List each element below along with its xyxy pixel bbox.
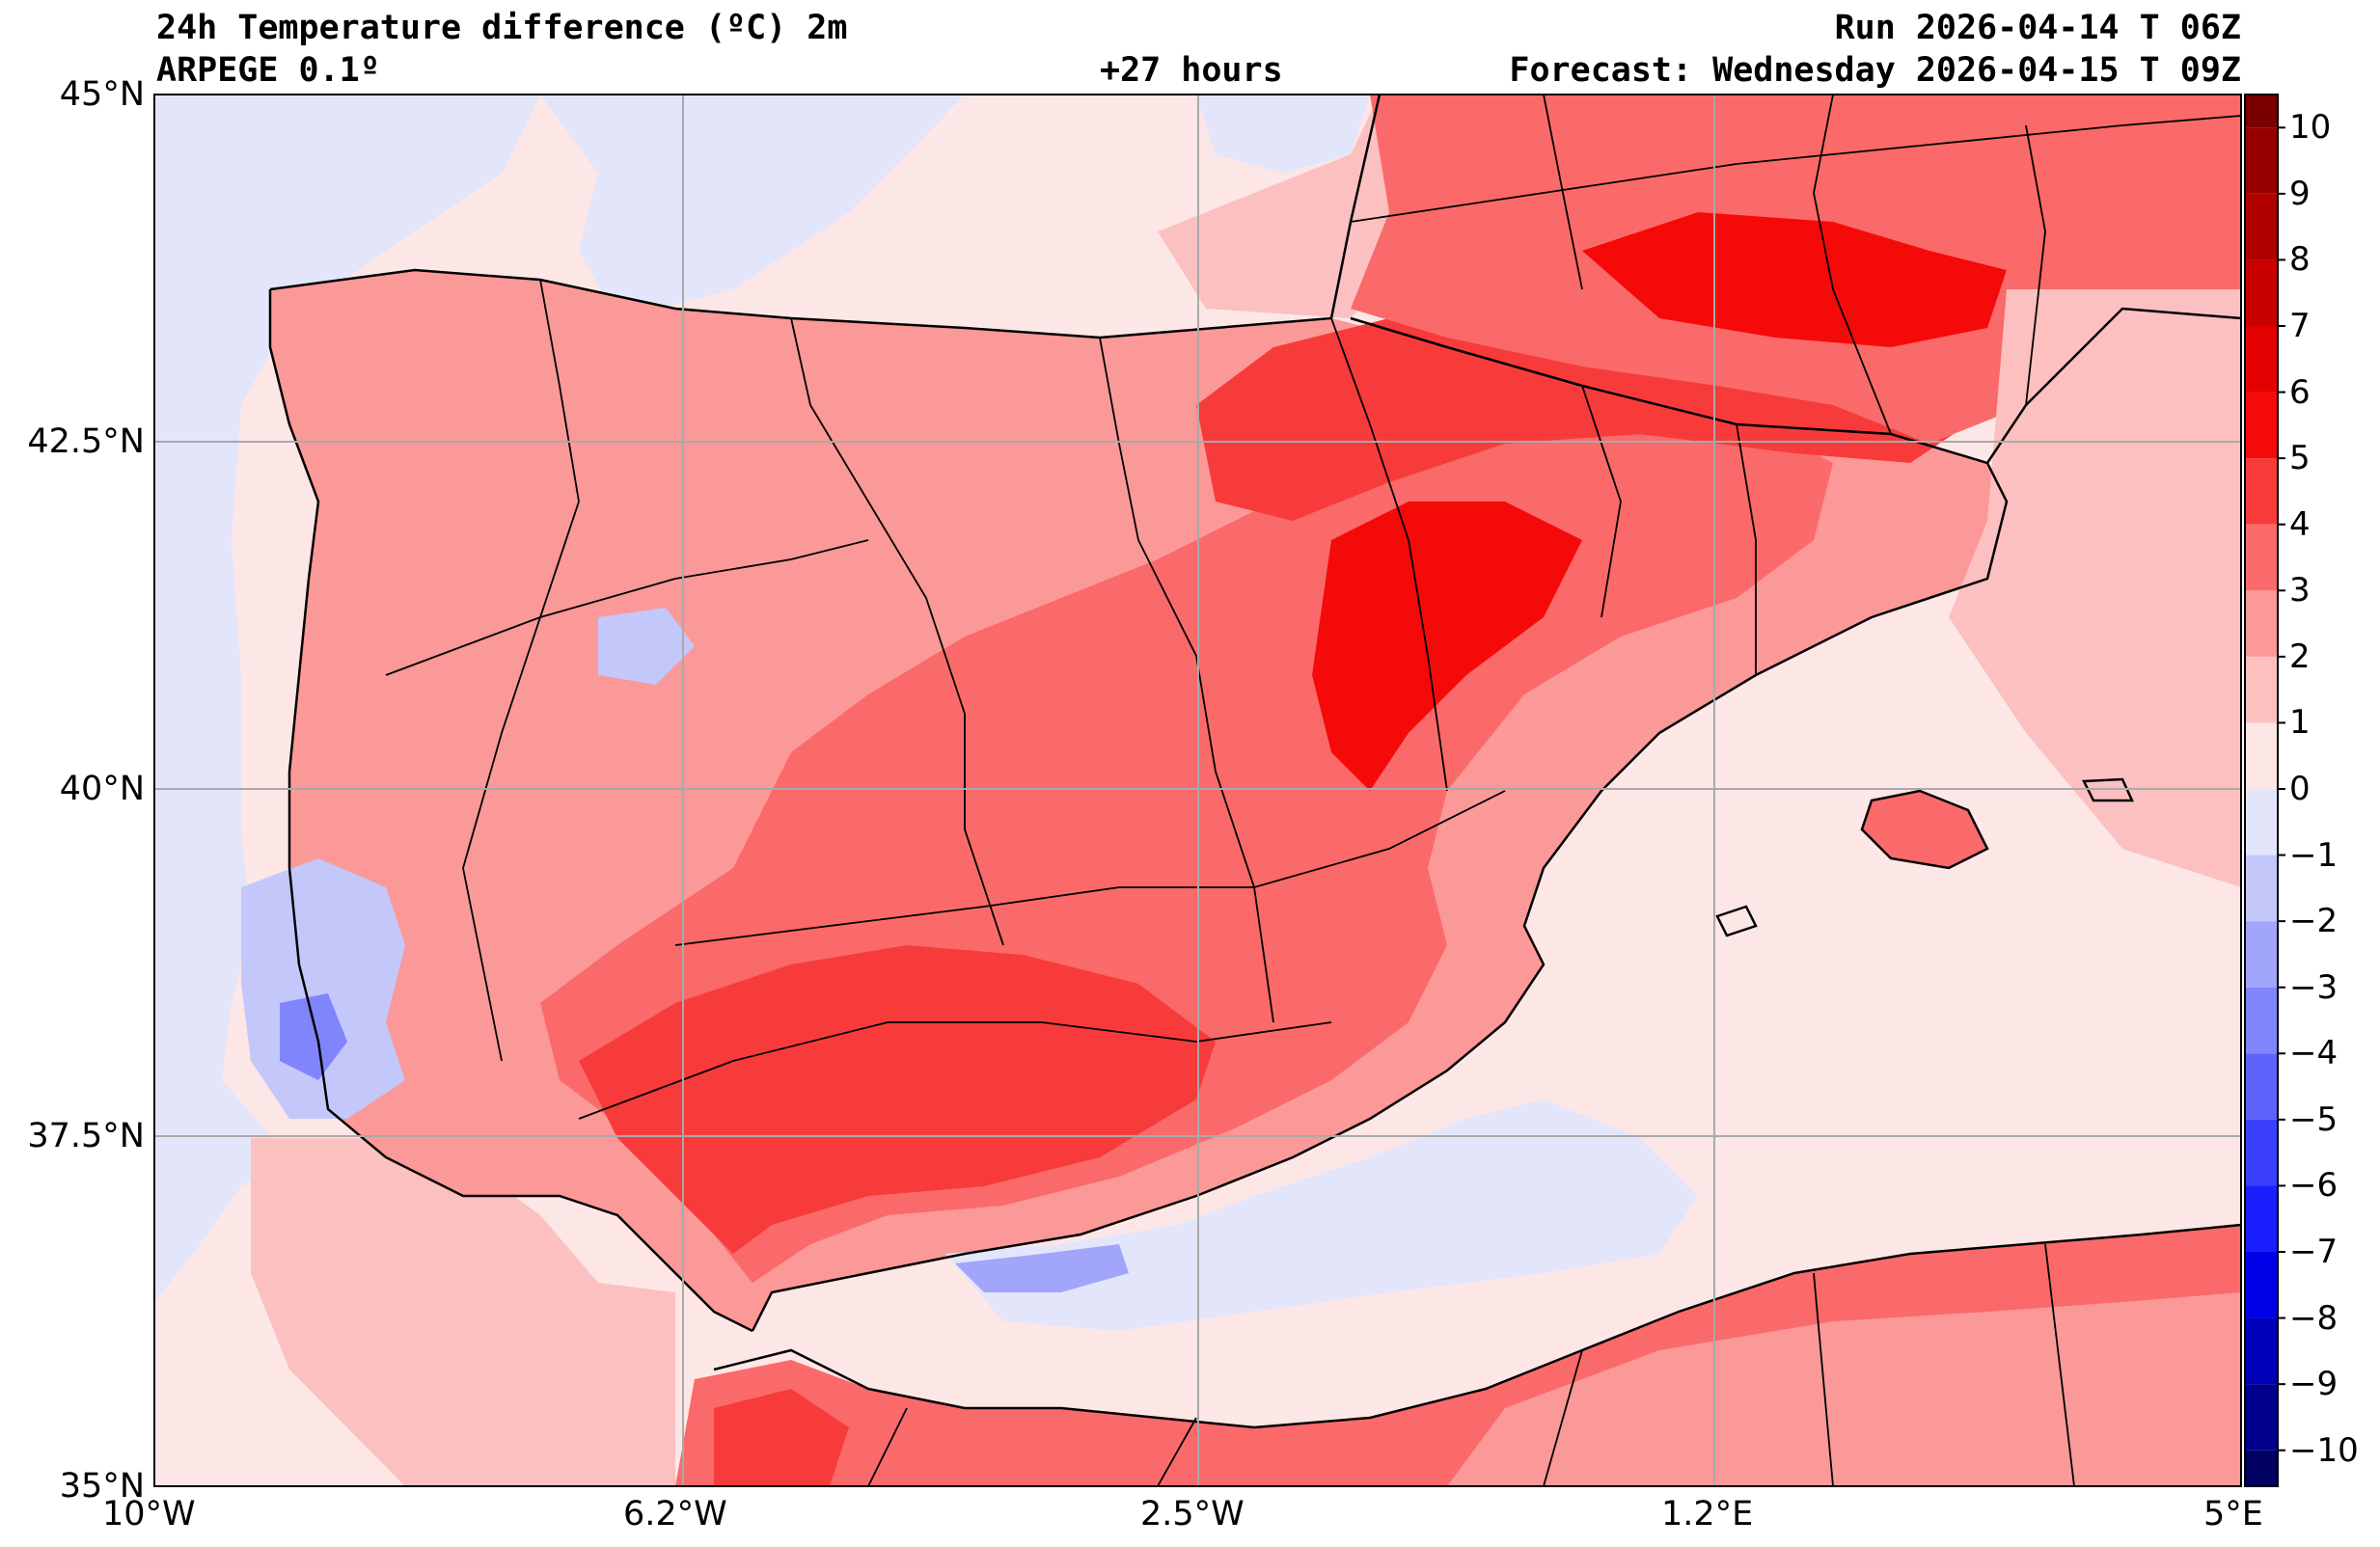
colorbar-swatch-cool-2	[2245, 921, 2278, 988]
lon-tick-10w: 10°W	[102, 1495, 196, 1533]
colorbar-tick-label: −7	[2289, 1233, 2339, 1271]
lon-tick-6-2w: 6.2°W	[623, 1495, 727, 1533]
lon-tick-1-2e: 1.2°E	[1661, 1495, 1754, 1533]
lead-time-label: +27 hours	[1100, 51, 1283, 90]
colorbar-swatch-warm-8	[2245, 193, 2278, 260]
field-africa-hot	[714, 1389, 849, 1486]
colorbar-tick-label: −10	[2289, 1430, 2359, 1470]
colorbar-tick-label: 2	[2289, 637, 2311, 676]
colorbar-tick-label: −1	[2289, 835, 2339, 875]
field-africa-mid	[1447, 1292, 2241, 1486]
field-cool-duero	[598, 608, 695, 685]
colorbar-tick-label: 0	[2289, 770, 2311, 808]
colorbar-tick-label: 8	[2289, 240, 2311, 280]
model-label: ARPEGE 0.1º	[156, 51, 380, 90]
colorbar-swatch-warm-1	[2245, 656, 2278, 723]
colorbar-tick-label: 6	[2289, 372, 2311, 412]
graticule	[154, 95, 2241, 1486]
colorbar-frame	[2244, 94, 2279, 1487]
colorbar-tick-label: −5	[2289, 1099, 2339, 1139]
colorbar-tick-label: 9	[2289, 174, 2311, 213]
colorbar	[2245, 95, 2285, 1486]
lat-tick-35: 35°N	[59, 1467, 145, 1506]
lon-tick-5e: 5°E	[2203, 1495, 2263, 1533]
field-hot-core-east	[1312, 502, 1582, 791]
field-hot-core-north	[1196, 318, 1968, 521]
colorbar-tick-label: −8	[2289, 1298, 2339, 1338]
colorbar-swatch-cool-5	[2245, 1119, 2278, 1186]
colorbar-tick-label: 10	[2289, 108, 2332, 148]
colorbar-swatch-warm-6	[2245, 326, 2278, 393]
coastlines	[268, 95, 2241, 1429]
colorbar-tick-label: 5	[2289, 439, 2311, 478]
colorbar-swatch-cool-9	[2245, 1384, 2278, 1451]
field-cool-biscay	[540, 95, 965, 318]
colorbar-swatch-warm-10	[2245, 95, 2278, 128]
colorbar-tick-label: 1	[2289, 703, 2311, 743]
colorbar-tick-label: −4	[2289, 1034, 2339, 1073]
lat-tick-37-5: 37.5°N	[27, 1117, 145, 1155]
field-cool-alboran	[945, 1099, 1698, 1331]
colorbar-swatch-warm-3	[2245, 524, 2278, 591]
colorbar-swatch-cool-10	[2245, 1450, 2278, 1486]
colorbar-tick-label: 4	[2289, 504, 2311, 544]
colorbar-swatch-warm-5	[2245, 392, 2278, 459]
field-cool-atlantic	[154, 95, 540, 1302]
map-frame	[153, 94, 2242, 1487]
forecast-label: Forecast: Wednesday 2026-04-15 T 09Z	[1509, 51, 2241, 90]
lat-tick-42-5: 42.5°N	[27, 422, 145, 461]
admin-borders	[385, 95, 2241, 1486]
colorbar-swatch-cool-8	[2245, 1317, 2278, 1385]
colorbar-swatch-warm-2	[2245, 590, 2278, 657]
run-label: Run 2026-04-14 T 06Z	[1834, 9, 2241, 47]
colorbar-swatch-cool-3	[2245, 987, 2278, 1054]
colorbar-swatch-warm-4	[2245, 458, 2278, 525]
colorbar-swatch-warm-7	[2245, 259, 2278, 326]
colorbar-swatch-cool-0	[2245, 789, 2278, 855]
field-cool-portugal-dark	[280, 993, 347, 1080]
colorbar-tick-label: −6	[2289, 1166, 2339, 1206]
field-france-hot	[1582, 212, 2007, 347]
colorbar-tick-label: −3	[2289, 967, 2339, 1007]
lat-tick-40: 40°N	[59, 770, 145, 808]
field-cool-north	[1196, 95, 1370, 174]
field-med-warm	[1949, 289, 2241, 887]
colorbar-swatch-cool-1	[2245, 855, 2278, 922]
colorbar-tick-label: 3	[2289, 571, 2311, 611]
field-cool-alboran-dark	[955, 1244, 1129, 1292]
colorbar-swatch-cool-7	[2245, 1252, 2278, 1318]
lon-tick-2-5w: 2.5°W	[1140, 1495, 1245, 1533]
field-hot-core-south	[579, 945, 1216, 1254]
colorbar-swatch-cool-6	[2245, 1185, 2278, 1252]
colorbar-swatch-warm-0	[2245, 722, 2278, 789]
colorbar-tick-label: 7	[2289, 307, 2311, 345]
field-mallorca	[1862, 791, 1987, 868]
colorbar-swatch-warm-9	[2245, 127, 2278, 194]
field-warm-ocean-sw	[251, 1138, 675, 1486]
colorbar-tick-label: −2	[2289, 902, 2339, 941]
map-title: 24h Temperature difference (ºC) 2m	[156, 9, 848, 47]
lat-tick-45: 45°N	[59, 75, 145, 114]
colorbar-tick-label: −9	[2289, 1365, 2339, 1404]
colorbar-swatch-cool-4	[2245, 1053, 2278, 1120]
